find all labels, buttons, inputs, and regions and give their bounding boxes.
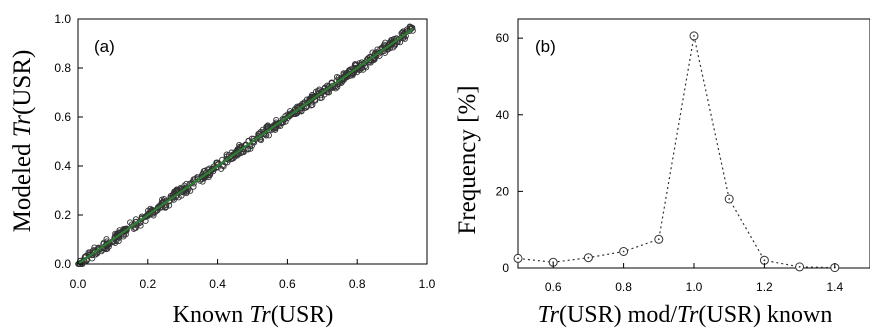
panel-a-point: [286, 108, 294, 115]
panel-a-y-axis-title: Modeled Tr(USR): [9, 50, 36, 233]
panel-a-x-tick-label: 0.6: [279, 277, 296, 291]
panel-a-point: [244, 146, 251, 153]
panel-a-point: [400, 28, 407, 35]
panel-a-point: [122, 231, 129, 238]
panel-b-y-tick-label: 20: [496, 184, 510, 198]
panel-a-point: [187, 187, 194, 194]
panel-a-y-tick-label: 0.6: [54, 110, 71, 124]
panel-a-point: [363, 64, 370, 71]
panel-a-point: [272, 126, 279, 133]
panel-a-y-tick-label: 0.0: [54, 257, 71, 271]
panel-a-point: [321, 88, 328, 95]
panel-a-y-tick-label: 1.0: [54, 12, 71, 26]
panel-a-point: [317, 94, 324, 102]
panel-a-point: [138, 215, 145, 223]
panel-a-y-tick-label: 0.2: [54, 208, 71, 222]
panel-b-point: [513, 253, 523, 263]
panel-b-series-line: [517, 35, 835, 269]
panel-a-x-tick-label: 1.0: [419, 277, 436, 291]
panel-a-point: [400, 32, 407, 39]
panel-a-point: [137, 222, 144, 229]
panel-a-point: [231, 150, 238, 157]
panel-a-y-tick-label: 0.4: [54, 159, 71, 173]
panel-b-y-tick-label: 0: [502, 261, 509, 275]
panel-b-point: [619, 247, 629, 256]
panel-b: 0.6 0.8 1.0 1.2 1.4 0 20 40 60 (b) Tr(USR) mod/T…: [454, 18, 870, 328]
panel-b-x-tick-label: 1.2: [756, 280, 773, 294]
panel-a-point: [264, 122, 271, 129]
panel-a-point: [281, 116, 288, 123]
panel-a-point: [271, 122, 278, 129]
panel-a-point: [357, 62, 364, 69]
panel-a-point: [91, 244, 98, 251]
panel-b-point: [689, 31, 699, 41]
panel-a-label: (a): [94, 37, 115, 56]
panel-b-y-tick-label: 40: [496, 108, 510, 122]
panel-a-point: [314, 88, 322, 95]
panel-b-point: [724, 194, 734, 204]
panel-a-point: [308, 102, 315, 109]
panel-b-x-tick-label: 1.4: [826, 280, 843, 294]
panel-b-point: [583, 253, 593, 263]
panel-b-x-tick-label: 1.0: [686, 280, 703, 294]
panel-a-x-tick-label: 0.8: [349, 277, 366, 291]
panel-a-x-tick-label: 0.4: [209, 277, 226, 291]
panel-a-point: [265, 132, 272, 139]
panel-b-x-tick-label: 0.6: [545, 280, 562, 294]
panel-a-x-tick-label: 0.2: [139, 277, 156, 291]
panel-a-x-axis-title: Known Tr(USR): [173, 302, 334, 328]
panel-b-point: [795, 262, 805, 272]
panel-a-point: [89, 255, 96, 262]
panel-b-point: [654, 234, 664, 244]
panel-a-point: [162, 204, 169, 211]
panel-a-point: [408, 25, 415, 32]
panel-a-frame: [77, 18, 428, 265]
panel-b-frame: [517, 18, 870, 269]
panel-b-point: [759, 255, 769, 265]
panel-a-point: [220, 163, 227, 170]
panel-b-label: (b): [535, 37, 556, 56]
panel-a-point: [122, 227, 129, 234]
panel-a-point: [247, 145, 254, 152]
panel-a-x-tick-label: 0.0: [70, 277, 87, 291]
panel-b-y-axis-title: Frequency [%]: [454, 85, 481, 234]
panel-a-fit-line: [77, 27, 414, 265]
panel-a-point: [372, 51, 379, 58]
panel-a-point: [343, 71, 350, 78]
panel-a-point: [397, 39, 404, 46]
panel-a-point: [199, 178, 206, 185]
panel-a: 0.0 0.2 0.4 0.6 0.8 1.0 0.0 0.2 0.4 0.6 0.8 1.0 (a)…: [9, 12, 436, 328]
panel-a-y-tick-label: 0.8: [54, 61, 71, 75]
panel-b-x-axis-title: Tr(USR) mod/Tr(USR) known: [538, 302, 833, 328]
panel-a-point: [383, 44, 390, 51]
panel-a-point: [306, 98, 313, 105]
panel-a-point: [298, 108, 305, 115]
panel-b-y-tick-label: 60: [496, 31, 510, 45]
panel-a-point: [103, 236, 110, 243]
panel-a-point: [147, 205, 154, 212]
panel-b-x-tick-label: 0.8: [615, 280, 632, 294]
